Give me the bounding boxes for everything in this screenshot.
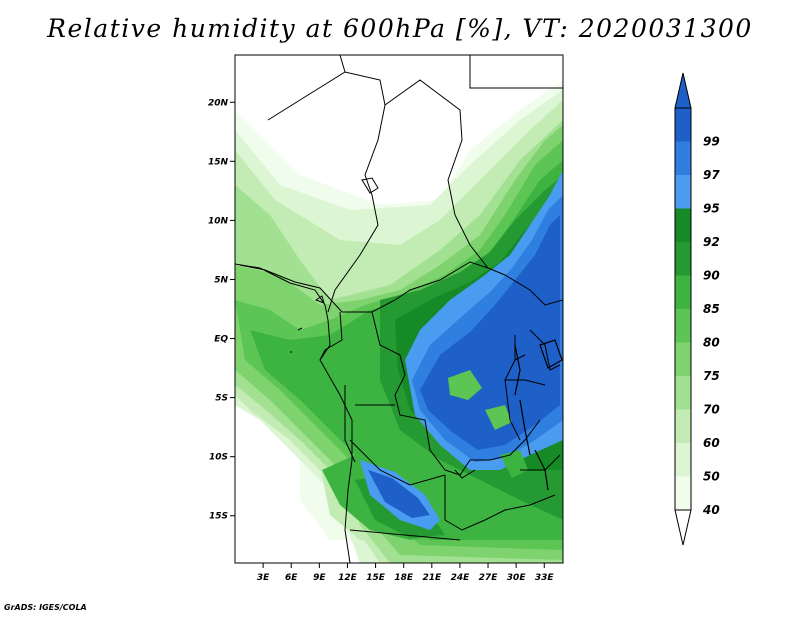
colorbar-label: 80 — [703, 336, 720, 350]
colorbar-frame — [674, 107, 692, 511]
map-frame — [234, 54, 564, 564]
lat-tick-label: 15N — [208, 157, 229, 167]
colorbar: 40 50 60 70 75 80 85 90 92 95 97 99 — [674, 72, 720, 546]
lat-tick-label: 20N — [208, 98, 229, 108]
lon-tick-label: 12E — [338, 573, 358, 583]
country-borders — [239, 55, 563, 541]
colorbar-swatch — [675, 409, 691, 443]
lat-tick-label: 10S — [209, 453, 228, 463]
colorbar-swatch — [675, 342, 691, 376]
map-title: Relative humidity at 600hPa [%], VT: 202… — [47, 14, 753, 43]
lat-tick-label: EQ — [214, 335, 228, 345]
lon-tick-label: 33E — [535, 573, 555, 583]
lon-tick-label: 27E — [479, 573, 499, 583]
colorbar-label: 99 — [703, 135, 720, 149]
lake-outlines — [514, 339, 563, 491]
lon-tick-label: 30E — [507, 573, 527, 583]
latitude-axis: 20N 15N 10N 5N EQ 5S 10S 15S — [208, 98, 235, 522]
colorbar-swatch — [675, 242, 691, 276]
lon-tick-label: 18E — [394, 573, 414, 583]
lon-tick-label: 24E — [451, 573, 471, 583]
colorbar-label: 75 — [703, 369, 720, 383]
colorbar-swatch — [675, 108, 691, 142]
lon-tick-label: 15E — [366, 573, 386, 583]
colorbar-swatch — [675, 443, 691, 477]
longitude-axis: 3E 6E 9E 12E 15E 18E 21E 24E 27E 30E 33E — [257, 563, 555, 583]
colorbar-swatch — [675, 141, 691, 175]
colorbar-label: 70 — [703, 403, 720, 417]
lon-tick-label: 3E — [257, 573, 270, 583]
colorbar-swatch — [675, 309, 691, 343]
colorbar-bottom-arrow — [674, 509, 692, 546]
lake-chad — [361, 177, 379, 194]
humidity-field — [235, 55, 563, 563]
colorbar-label: 92 — [703, 235, 720, 249]
colorbar-label: 95 — [703, 202, 720, 216]
colorbar-swatch — [675, 376, 691, 410]
coastal-islands — [290, 295, 325, 353]
colorbar-label: 97 — [703, 168, 720, 182]
lat-tick-label: 10N — [208, 216, 229, 226]
lon-tick-label: 6E — [285, 573, 298, 583]
lat-tick-label: 15S — [209, 512, 228, 522]
colorbar-swatch — [675, 208, 691, 242]
lon-tick-label: 21E — [422, 573, 442, 583]
colorbar-swatch — [675, 476, 691, 510]
coastline — [235, 263, 353, 563]
colorbar-label: 85 — [703, 302, 720, 316]
colorbar-label: 40 — [702, 503, 720, 517]
lat-tick-label: 5S — [215, 394, 228, 404]
colorbar-swatch — [675, 175, 691, 209]
colorbar-label: 50 — [703, 470, 720, 484]
colorbar-label: 90 — [703, 269, 720, 283]
lat-tick-label: 5N — [214, 275, 228, 285]
colorbar-swatch — [675, 275, 691, 309]
lon-tick-label: 9E — [313, 573, 326, 583]
colorbar-label: 60 — [703, 436, 720, 450]
grads-credit: GrADS: IGES/COLA — [4, 603, 87, 612]
colorbar-top-arrow — [674, 72, 692, 109]
